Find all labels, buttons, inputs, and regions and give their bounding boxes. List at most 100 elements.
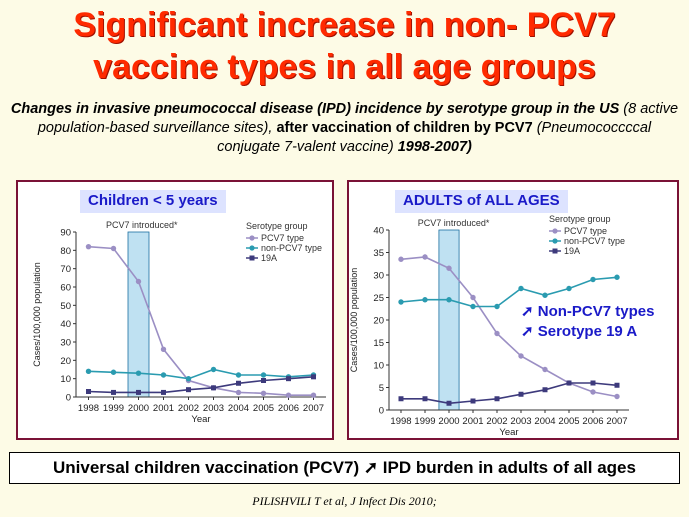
data-point-s19a xyxy=(398,396,404,402)
x-tick-label: 2005 xyxy=(558,416,579,427)
data-point-non_pcv7 xyxy=(85,368,92,375)
y-tick-label: 90 xyxy=(60,228,71,239)
y-tick-label: 10 xyxy=(60,374,71,385)
y-tick-label: 60 xyxy=(60,283,71,294)
subtitle-part-1: Changes in invasive pneumococcal disease… xyxy=(10,101,620,117)
data-point-pcv7 xyxy=(160,346,167,353)
legend-label-non_pcv7: non-PCV7 type xyxy=(564,236,625,246)
x-tick-label: 2007 xyxy=(303,403,324,414)
data-point-non_pcv7 xyxy=(185,375,192,382)
data-point-pcv7 xyxy=(235,389,242,396)
data-point-pcv7 xyxy=(518,353,524,359)
data-point-s19a xyxy=(494,396,500,402)
data-point-non_pcv7 xyxy=(110,369,117,375)
legend-marker-pcv7 xyxy=(552,228,558,234)
slide-subtitle: Changes in invasive pneumococcal disease… xyxy=(10,100,679,157)
data-point-non_pcv7 xyxy=(160,372,167,378)
y-tick-label: 40 xyxy=(60,319,71,330)
annotation-serotype-19a: ➚ Serotype 19 A xyxy=(521,323,638,340)
data-point-s19a xyxy=(111,389,116,395)
pcv7-introduced-label: PCV7 introduced* xyxy=(106,220,178,230)
children-chart: PCV7 introduced* 0 10 20 30 40 50 60 70 80 90 1998 1… xyxy=(32,220,326,425)
x-tick-label: 2003 xyxy=(203,403,224,414)
data-point-pcv7 xyxy=(110,245,117,252)
title-line-1: Significant increase in non- PCV7 xyxy=(73,6,616,44)
data-point-s19a xyxy=(470,398,476,404)
conclusion-text: Universal children vaccination (PCV7) ➚ … xyxy=(53,458,636,477)
children-chart-panel: PCV7 introduced* 0 10 20 30 40 50 60 70 80 90 1998 1… xyxy=(16,180,334,440)
data-point-pcv7 xyxy=(542,366,548,373)
x-tick-label: 2004 xyxy=(228,403,249,414)
x-tick-label: 1998 xyxy=(78,403,99,414)
legend-label-pcv7: PCV7 type xyxy=(564,226,607,236)
y-tick-label: 30 xyxy=(60,338,71,349)
data-point-s19a xyxy=(446,400,452,406)
data-point-s19a xyxy=(161,389,166,395)
legend-label-non_pcv7: non-PCV7 type xyxy=(261,243,322,253)
series-line-s19a xyxy=(88,376,314,394)
x-tick-label: 2004 xyxy=(534,416,555,427)
series-line-pcv7 xyxy=(400,256,618,398)
pcv7-introduced-highlight xyxy=(438,229,460,411)
legend-label-s19a: 19A xyxy=(261,253,277,263)
data-point-pcv7 xyxy=(614,393,620,400)
adults-chart-panel: PCV7 introduced* 0 5 10 15 20 25 30 35 40 1998 1999… xyxy=(347,180,679,440)
x-tick-label: 2001 xyxy=(153,403,174,414)
data-point-pcv7 xyxy=(422,254,428,260)
data-point-s19a xyxy=(211,385,216,391)
data-point-pcv7 xyxy=(398,256,404,262)
x-tick-label: 1999 xyxy=(103,403,124,414)
data-point-non_pcv7 xyxy=(135,370,142,376)
series-line-non_pcv7 xyxy=(88,368,314,380)
data-point-s19a xyxy=(614,382,620,388)
y-tick-label: 40 xyxy=(373,226,384,237)
data-point-s19a xyxy=(422,396,428,402)
series-line-pcv7 xyxy=(88,245,314,396)
y-tick-label: 30 xyxy=(373,271,384,282)
data-point-non_pcv7 xyxy=(518,285,524,292)
data-point-s19a xyxy=(566,380,572,386)
y-tick-label: 70 xyxy=(60,264,71,275)
series-line-non_pcv7 xyxy=(400,276,618,308)
x-axis-title: Year xyxy=(191,414,210,425)
y-tick-label: 15 xyxy=(373,338,384,349)
data-point-s19a xyxy=(311,374,316,380)
conclusion-box: Universal children vaccination (PCV7) ➚ … xyxy=(9,452,680,484)
data-point-pcv7 xyxy=(446,265,452,271)
slide-title: Significant increase in non- PCV7 vaccin… xyxy=(0,4,689,88)
title-line-2: vaccine types in all age groups xyxy=(93,48,596,86)
data-point-s19a xyxy=(518,391,524,397)
subtitle-part-2: (8 active population-based surveillance … xyxy=(37,101,679,136)
data-point-non_pcv7 xyxy=(422,297,428,303)
data-point-pcv7 xyxy=(135,278,142,285)
x-axis-title: Year xyxy=(499,427,518,438)
data-point-pcv7 xyxy=(260,390,267,397)
data-point-s19a xyxy=(261,378,266,383)
data-point-pcv7 xyxy=(285,392,292,398)
x-tick-label: 2001 xyxy=(462,416,483,427)
data-point-s19a xyxy=(286,376,291,382)
data-point-s19a xyxy=(236,380,241,386)
x-tick-label: 2000 xyxy=(438,416,459,427)
series-line-s19a xyxy=(401,382,618,405)
data-point-pcv7 xyxy=(470,294,476,301)
y-axis-title: Cases/100,000 population xyxy=(32,262,42,367)
data-point-pcv7 xyxy=(590,389,596,395)
x-tick-label: 1999 xyxy=(414,416,435,427)
y-tick-label: 5 xyxy=(379,383,384,394)
legend-marker-s19a xyxy=(552,248,558,254)
x-tick-label: 2002 xyxy=(178,403,199,414)
y-tick-label: 20 xyxy=(60,356,71,367)
y-tick-label: 50 xyxy=(60,301,71,312)
data-point-non_pcv7 xyxy=(210,366,217,373)
y-tick-label: 35 xyxy=(373,248,384,259)
data-point-s19a xyxy=(590,380,596,386)
x-tick-label: 1998 xyxy=(390,416,411,427)
data-point-non_pcv7 xyxy=(470,303,476,310)
data-point-non_pcv7 xyxy=(235,372,242,378)
children-panel-label: Children < 5 years xyxy=(80,190,226,213)
data-point-s19a xyxy=(186,387,191,393)
data-point-pcv7 xyxy=(494,330,500,337)
x-tick-label: 2003 xyxy=(510,416,531,427)
x-tick-label: 2002 xyxy=(486,416,507,427)
